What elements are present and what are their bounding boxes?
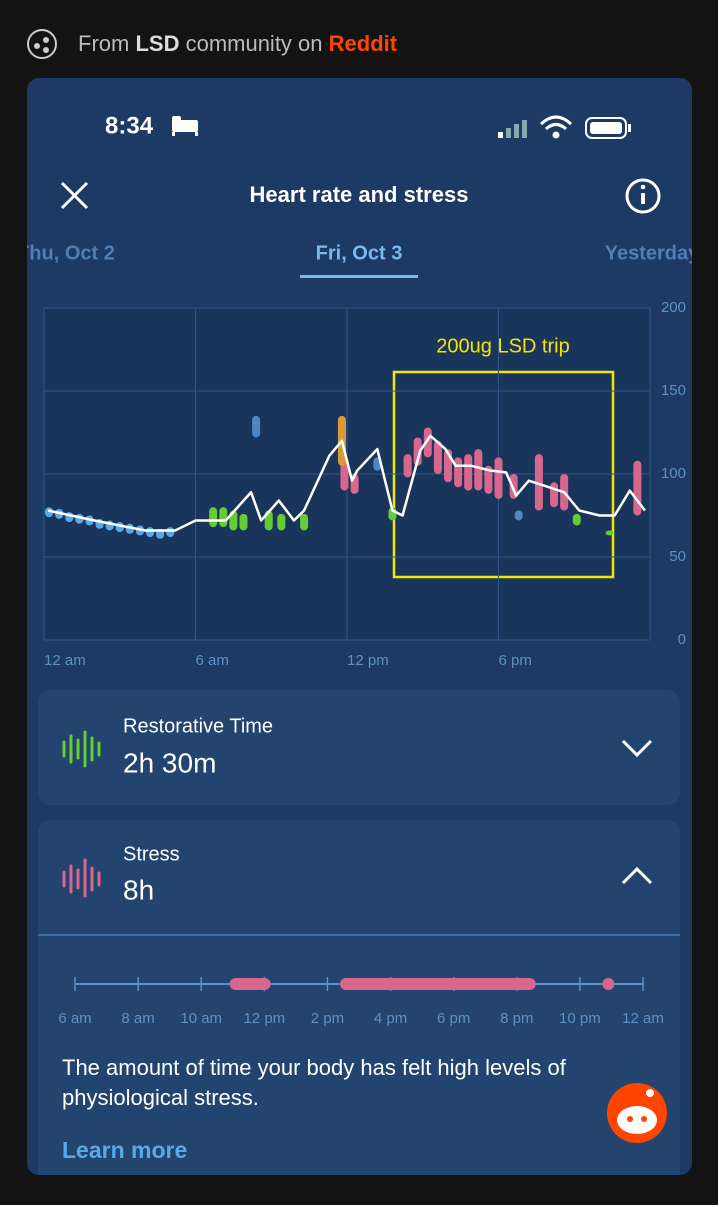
timeline-label: 4 pm [374, 1010, 407, 1027]
restorative-icon [62, 730, 101, 768]
timeline-label: 10 pm [559, 1010, 601, 1027]
hr-range-bar [277, 513, 286, 531]
y-tick-label: 150 [661, 382, 686, 399]
stress-segment [229, 978, 271, 990]
hr-range-bar [209, 507, 218, 528]
hr-range-bar [146, 527, 155, 538]
stress-timeline: 6 am 8 am 10 am 12 pm 2 pm 4 pm 6 pm 8 pm 10 pm 1… [58, 977, 664, 1027]
timeline-label: 12 am [622, 1010, 664, 1027]
card-title: Stress [123, 843, 180, 865]
hr-range-bar [340, 457, 349, 491]
hr-range-bar [219, 507, 228, 528]
collapse-chevron[interactable] [621, 866, 653, 885]
description-box: The amount of time your body has felt hi… [62, 1055, 566, 1110]
hr-range-bar [403, 454, 412, 478]
timeline-label: 10 am [180, 1010, 222, 1027]
signal-icon [498, 120, 527, 138]
hr-range-bar [239, 513, 248, 531]
timeline-label: 6 am [58, 1010, 91, 1027]
date-tab[interactable]: Thu, Oct 2 [17, 242, 115, 264]
timeline-label: 6 pm [437, 1010, 470, 1027]
banner-community[interactable]: LSD [135, 31, 179, 56]
heart-rate-line [47, 434, 646, 532]
bed-icon [172, 116, 198, 136]
stress-card[interactable] [38, 820, 680, 1200]
info-button[interactable] [625, 178, 661, 214]
hr-range-bar [252, 415, 261, 438]
reddit-logo [27, 29, 57, 59]
date-tab[interactable]: Fri, Oct 3 [316, 242, 403, 264]
hr-range-bar [484, 465, 493, 494]
battery-icon [585, 117, 631, 139]
close-button[interactable] [60, 181, 89, 210]
hr-range-bar [605, 530, 614, 536]
hr-range-bar [474, 449, 483, 491]
hr-range-bar [633, 460, 642, 516]
tab-underline [300, 275, 418, 278]
source-banner: From LSD community on Reddit [78, 31, 398, 56]
hr-range-bar [514, 510, 523, 521]
banner-prefix: From [78, 31, 129, 56]
card-title: Restorative Time [123, 715, 273, 737]
hr-range-bar [413, 437, 422, 466]
stress-segment [340, 978, 536, 990]
hr-range-bar [433, 440, 442, 474]
x-tick-label: 6 pm [499, 652, 532, 669]
learn-more-link[interactable]: Learn more [62, 1137, 187, 1163]
annotation: 200ug LSD trip [436, 335, 569, 357]
x-tick-label: 12 pm [347, 652, 389, 669]
date-tab[interactable]: Yesterday [605, 242, 700, 264]
banner-site[interactable]: Reddit [329, 31, 398, 56]
hr-range-bar [494, 457, 503, 499]
banner-middle: community on [186, 31, 323, 56]
header-title: Heart rate and stress [250, 182, 469, 207]
x-tick-label: 12 am [44, 652, 86, 669]
description: The amount of time your body has felt hi… [62, 1055, 566, 1110]
hr-range-bar [464, 454, 473, 491]
expand-chevron[interactable] [621, 739, 653, 758]
y-tick-label: 0 [678, 631, 686, 648]
y-tick-label: 200 [661, 299, 686, 316]
hr-range-bar [454, 457, 463, 488]
stress-icon [62, 858, 101, 898]
timeline-label: 2 pm [311, 1010, 344, 1027]
hr-range-bar [572, 513, 581, 526]
stress-point [602, 978, 615, 990]
hr-range-bar [534, 454, 543, 511]
timeline-label: 8 pm [500, 1010, 533, 1027]
timeline-label: 8 am [121, 1010, 154, 1027]
restorative-card[interactable] [38, 690, 680, 805]
screenshot-card: 8:34 Heart rate and stress Thu, Oct 2 Fri… [17, 78, 700, 1200]
y-tick-label: 100 [661, 465, 686, 482]
card-value: 2h 30m [123, 747, 216, 778]
wifi-icon [539, 115, 573, 139]
y-tick-label: 50 [669, 548, 686, 565]
hr-range-bar [550, 482, 559, 508]
timeline-label: 12 pm [243, 1010, 285, 1027]
hr-range-bar [300, 513, 309, 531]
card-value: 8h [123, 874, 154, 905]
x-tick-label: 6 am [196, 652, 229, 669]
hr-range-bar [166, 527, 175, 538]
chart: 0 50 100 150 200 12 am 6 am 12 pm 6 pm [43, 299, 686, 669]
snoo-button[interactable] [607, 1083, 667, 1143]
status-time: 8:34 [105, 112, 154, 139]
hr-range-bar [45, 507, 54, 518]
date-tabs: Thu, Oct 2 Fri, Oct 3 Yesterday [17, 242, 700, 278]
